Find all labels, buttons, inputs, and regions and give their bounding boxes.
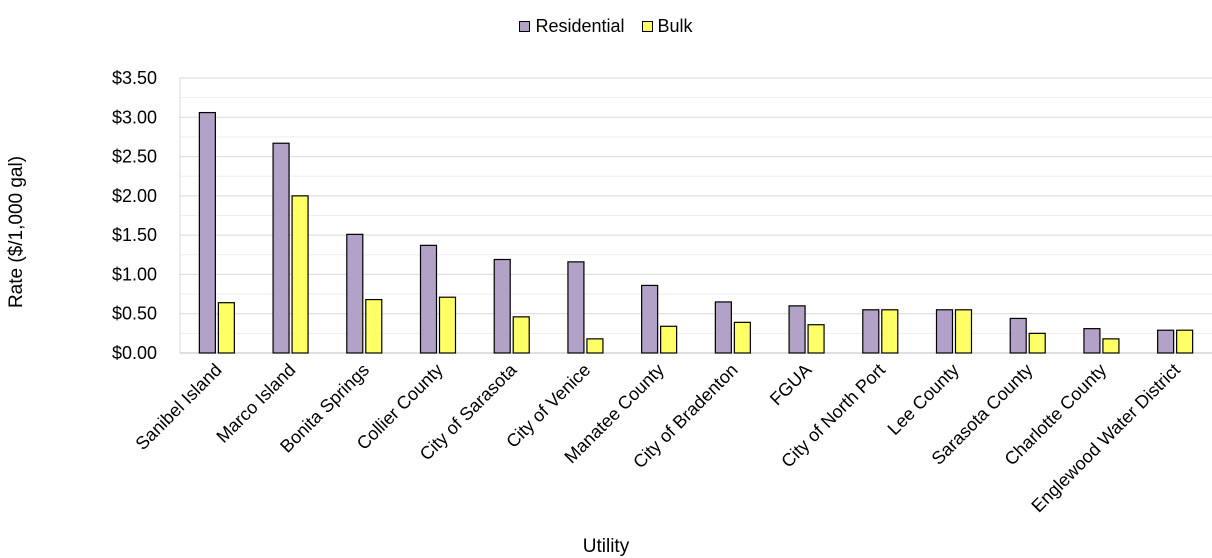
legend-swatch-bulk — [641, 21, 653, 32]
bar-bulk-10 — [954, 309, 973, 354]
bar-residential-2 — [346, 233, 364, 354]
x-tick-label: FGUA — [766, 360, 816, 410]
bar-residential-6 — [641, 284, 659, 354]
x-tick-label: Englewood Water District — [1027, 360, 1184, 517]
bar-bulk-6 — [660, 325, 678, 354]
bar-residential-8 — [788, 305, 806, 354]
bar-residential-9 — [862, 309, 880, 354]
y-tick-label: $0.00 — [112, 343, 157, 363]
bar-bulk-2 — [365, 298, 383, 354]
legend-label-residential: Residential — [535, 16, 625, 36]
bar-residential-1 — [272, 142, 290, 354]
bar-bulk-0 — [217, 302, 235, 354]
bar-bulk-13 — [1176, 329, 1194, 354]
legend-swatch-residential — [519, 21, 531, 32]
legend-item-residential: Residential — [519, 16, 625, 37]
legend: Residential Bulk — [0, 16, 1212, 37]
bar-bulk-7 — [733, 321, 751, 354]
x-axis-title: Utility — [582, 536, 630, 557]
bar-residential-0 — [198, 111, 216, 354]
legend-item-bulk: Bulk — [641, 16, 693, 37]
bar-bulk-1 — [291, 195, 309, 354]
x-tick-label: Sanibel Island — [132, 360, 226, 454]
y-tick-label: $2.50 — [112, 147, 157, 167]
bar-bulk-3 — [438, 296, 457, 354]
bar-residential-12 — [1083, 328, 1101, 354]
y-tick-label: $2.00 — [112, 186, 157, 206]
x-tick-label: Lee County — [884, 360, 963, 439]
bar-residential-10 — [935, 309, 954, 354]
legend-label-bulk: Bulk — [657, 16, 693, 36]
y-tick-label: $1.00 — [112, 264, 157, 284]
bar-residential-11 — [1009, 317, 1027, 354]
y-tick-label: $3.50 — [112, 68, 157, 88]
bar-bulk-8 — [807, 324, 825, 354]
bar-bulk-5 — [586, 338, 604, 354]
bar-bulk-9 — [881, 309, 899, 354]
y-tick-label: $3.00 — [112, 107, 157, 127]
bar-bulk-12 — [1102, 338, 1120, 354]
bar-residential-5 — [567, 261, 585, 354]
bar-residential-4 — [493, 258, 511, 354]
bar-residential-13 — [1157, 329, 1175, 354]
bar-residential-3 — [419, 244, 438, 354]
bar-residential-7 — [714, 301, 732, 354]
y-tick-label: $0.50 — [112, 304, 157, 324]
bar-bulk-11 — [1028, 332, 1046, 354]
y-tick-label: $1.50 — [112, 225, 157, 245]
bar-bulk-4 — [512, 316, 530, 354]
